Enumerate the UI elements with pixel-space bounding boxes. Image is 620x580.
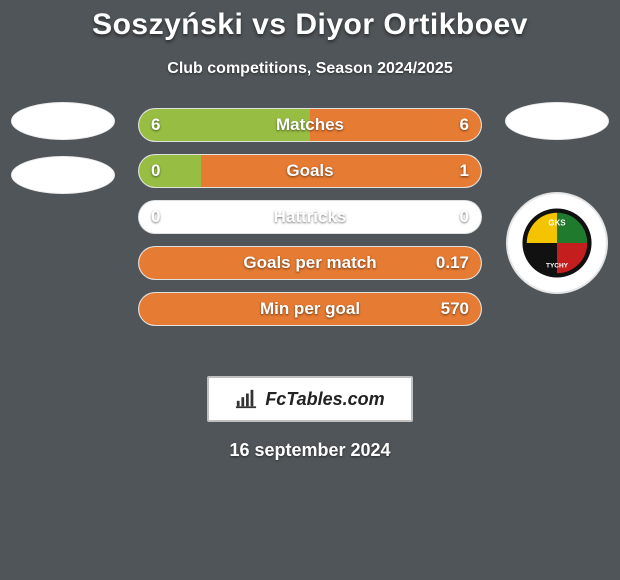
bar-chart-icon bbox=[235, 388, 257, 410]
stat-label: Matches bbox=[139, 115, 481, 135]
gks-tychy-icon: GKS TYCHY bbox=[521, 207, 593, 279]
page-title: Soszyński vs Diyor Ortikboev bbox=[0, 0, 620, 42]
left-player-badge-placeholder bbox=[11, 156, 115, 194]
svg-text:TYCHY: TYCHY bbox=[546, 262, 569, 269]
stat-bar: 00Hattricks bbox=[138, 200, 482, 234]
comparison-area: GKS TYCHY 66Matches 01Goals 00Hattricks 0.1… bbox=[0, 108, 620, 368]
right-player-avatar-placeholder bbox=[505, 102, 609, 140]
brand-text: FcTables.com bbox=[265, 389, 384, 410]
stat-bar: 570Min per goal bbox=[138, 292, 482, 326]
subtitle: Club competitions, Season 2024/2025 bbox=[0, 60, 620, 78]
left-player-col bbox=[8, 102, 118, 194]
stat-bars: 66Matches 01Goals 00Hattricks 0.17Goals per… bbox=[138, 108, 482, 326]
left-player-avatar-placeholder bbox=[11, 102, 115, 140]
stat-bar: 01Goals bbox=[138, 154, 482, 188]
stat-bar: 66Matches bbox=[138, 108, 482, 142]
right-club-badge: GKS TYCHY bbox=[506, 192, 608, 294]
stat-bar: 0.17Goals per match bbox=[138, 246, 482, 280]
date-text: 16 september 2024 bbox=[0, 440, 620, 461]
footer: FcTables.com 16 september 2024 bbox=[0, 376, 620, 461]
stat-label: Goals per match bbox=[139, 253, 481, 273]
svg-text:GKS: GKS bbox=[548, 219, 565, 228]
right-player-col: GKS TYCHY bbox=[502, 102, 612, 294]
stat-label: Hattricks bbox=[139, 207, 481, 227]
stat-label: Min per goal bbox=[139, 299, 481, 319]
container: Soszyński vs Diyor Ortikboev Club compet… bbox=[0, 0, 620, 580]
stat-label: Goals bbox=[139, 161, 481, 181]
brand-badge: FcTables.com bbox=[207, 376, 412, 422]
